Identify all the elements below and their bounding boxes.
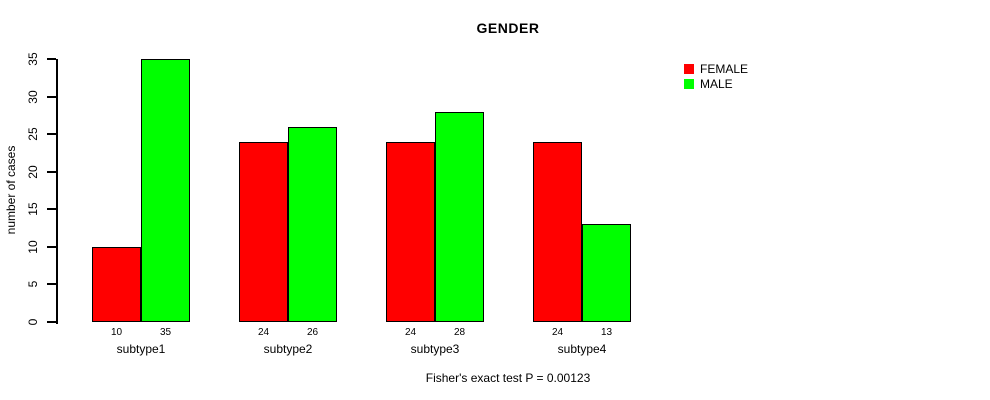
category-label-subtype3: subtype3 [410, 342, 460, 356]
y-tick-label: 25 [26, 127, 40, 141]
y-tick-mark [47, 321, 56, 323]
legend-label-female: FEMALE [700, 62, 749, 76]
category-label-subtype1: subtype1 [116, 342, 166, 356]
legend: FEMALE MALE [684, 63, 748, 93]
y-tick-mark [47, 208, 56, 211]
y-tick-mark [47, 58, 56, 60]
y-tick-mark [47, 283, 56, 286]
legend-swatch-male-icon [684, 79, 694, 89]
bar-value-label: 13 [600, 327, 613, 338]
legend-item-female: FEMALE [684, 63, 748, 75]
y-axis-label: number of cases [4, 145, 18, 235]
bar-value-label: 35 [159, 327, 172, 338]
bar-subtype4-male [582, 224, 631, 322]
y-axis-line [56, 59, 58, 324]
bar-value-label: 28 [453, 327, 466, 338]
category-label-subtype2: subtype2 [263, 342, 313, 356]
bar-subtype3-male [435, 112, 484, 322]
legend-label-male: MALE [700, 77, 733, 91]
bar-value-label: 10 [110, 327, 123, 338]
annotation-text: Fisher's exact test P = 0.00123 [425, 371, 591, 385]
legend-swatch-female-icon [684, 64, 694, 74]
bar-subtype4-female [533, 142, 582, 322]
bar-value-label: 24 [404, 327, 417, 338]
y-tick-mark [47, 133, 56, 136]
y-tick-label: 35 [26, 52, 40, 66]
bar-value-label: 24 [257, 327, 270, 338]
y-tick-label: 10 [26, 240, 40, 254]
y-tick-label: 15 [26, 202, 40, 216]
y-tick-label: 0 [26, 318, 40, 326]
y-tick-label: 20 [26, 165, 40, 179]
y-tick-mark [47, 245, 56, 248]
bar-subtype1-male [141, 59, 190, 322]
chart-title: GENDER [476, 20, 540, 36]
bar-subtype2-female [239, 142, 288, 322]
bar-subtype2-male [288, 127, 337, 322]
bar-subtype1-female [92, 247, 141, 322]
bar-value-label: 26 [306, 327, 319, 338]
bar-subtype3-female [386, 142, 435, 322]
category-label-subtype4: subtype4 [557, 342, 607, 356]
y-tick-label: 5 [26, 281, 40, 288]
y-tick-mark [47, 95, 56, 98]
bar-value-label: 24 [551, 327, 564, 338]
legend-item-male: MALE [684, 78, 748, 90]
y-tick-mark [47, 170, 56, 173]
y-tick-label: 30 [26, 89, 40, 104]
